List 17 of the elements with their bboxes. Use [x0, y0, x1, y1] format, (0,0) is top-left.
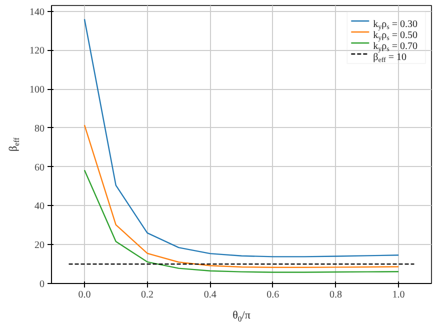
x-tick-label: 0.6 — [266, 290, 280, 300]
y-tick-label: 120 — [30, 46, 44, 57]
y-tick-label: 0 — [40, 279, 44, 290]
y-tick-label: 80 — [34, 123, 44, 134]
line-series — [84, 170, 400, 273]
y-tick-label: 20 — [34, 240, 44, 252]
x-tick-label: 0.8 — [329, 290, 342, 300]
x-tick-label: 0.4 — [204, 290, 216, 300]
y-tick-label: 140 — [30, 6, 44, 18]
line-series — [84, 124, 400, 268]
y-tick-label: 40 — [34, 201, 44, 212]
y-tick-label: 100 — [30, 84, 44, 96]
y-tick-label: 60 — [34, 162, 44, 174]
x-tick-label: 1.0 — [392, 290, 405, 300]
x-tick-label: 0.2 — [141, 290, 154, 300]
line-series — [84, 18, 400, 258]
x-tick-label: 0.0 — [78, 290, 91, 300]
